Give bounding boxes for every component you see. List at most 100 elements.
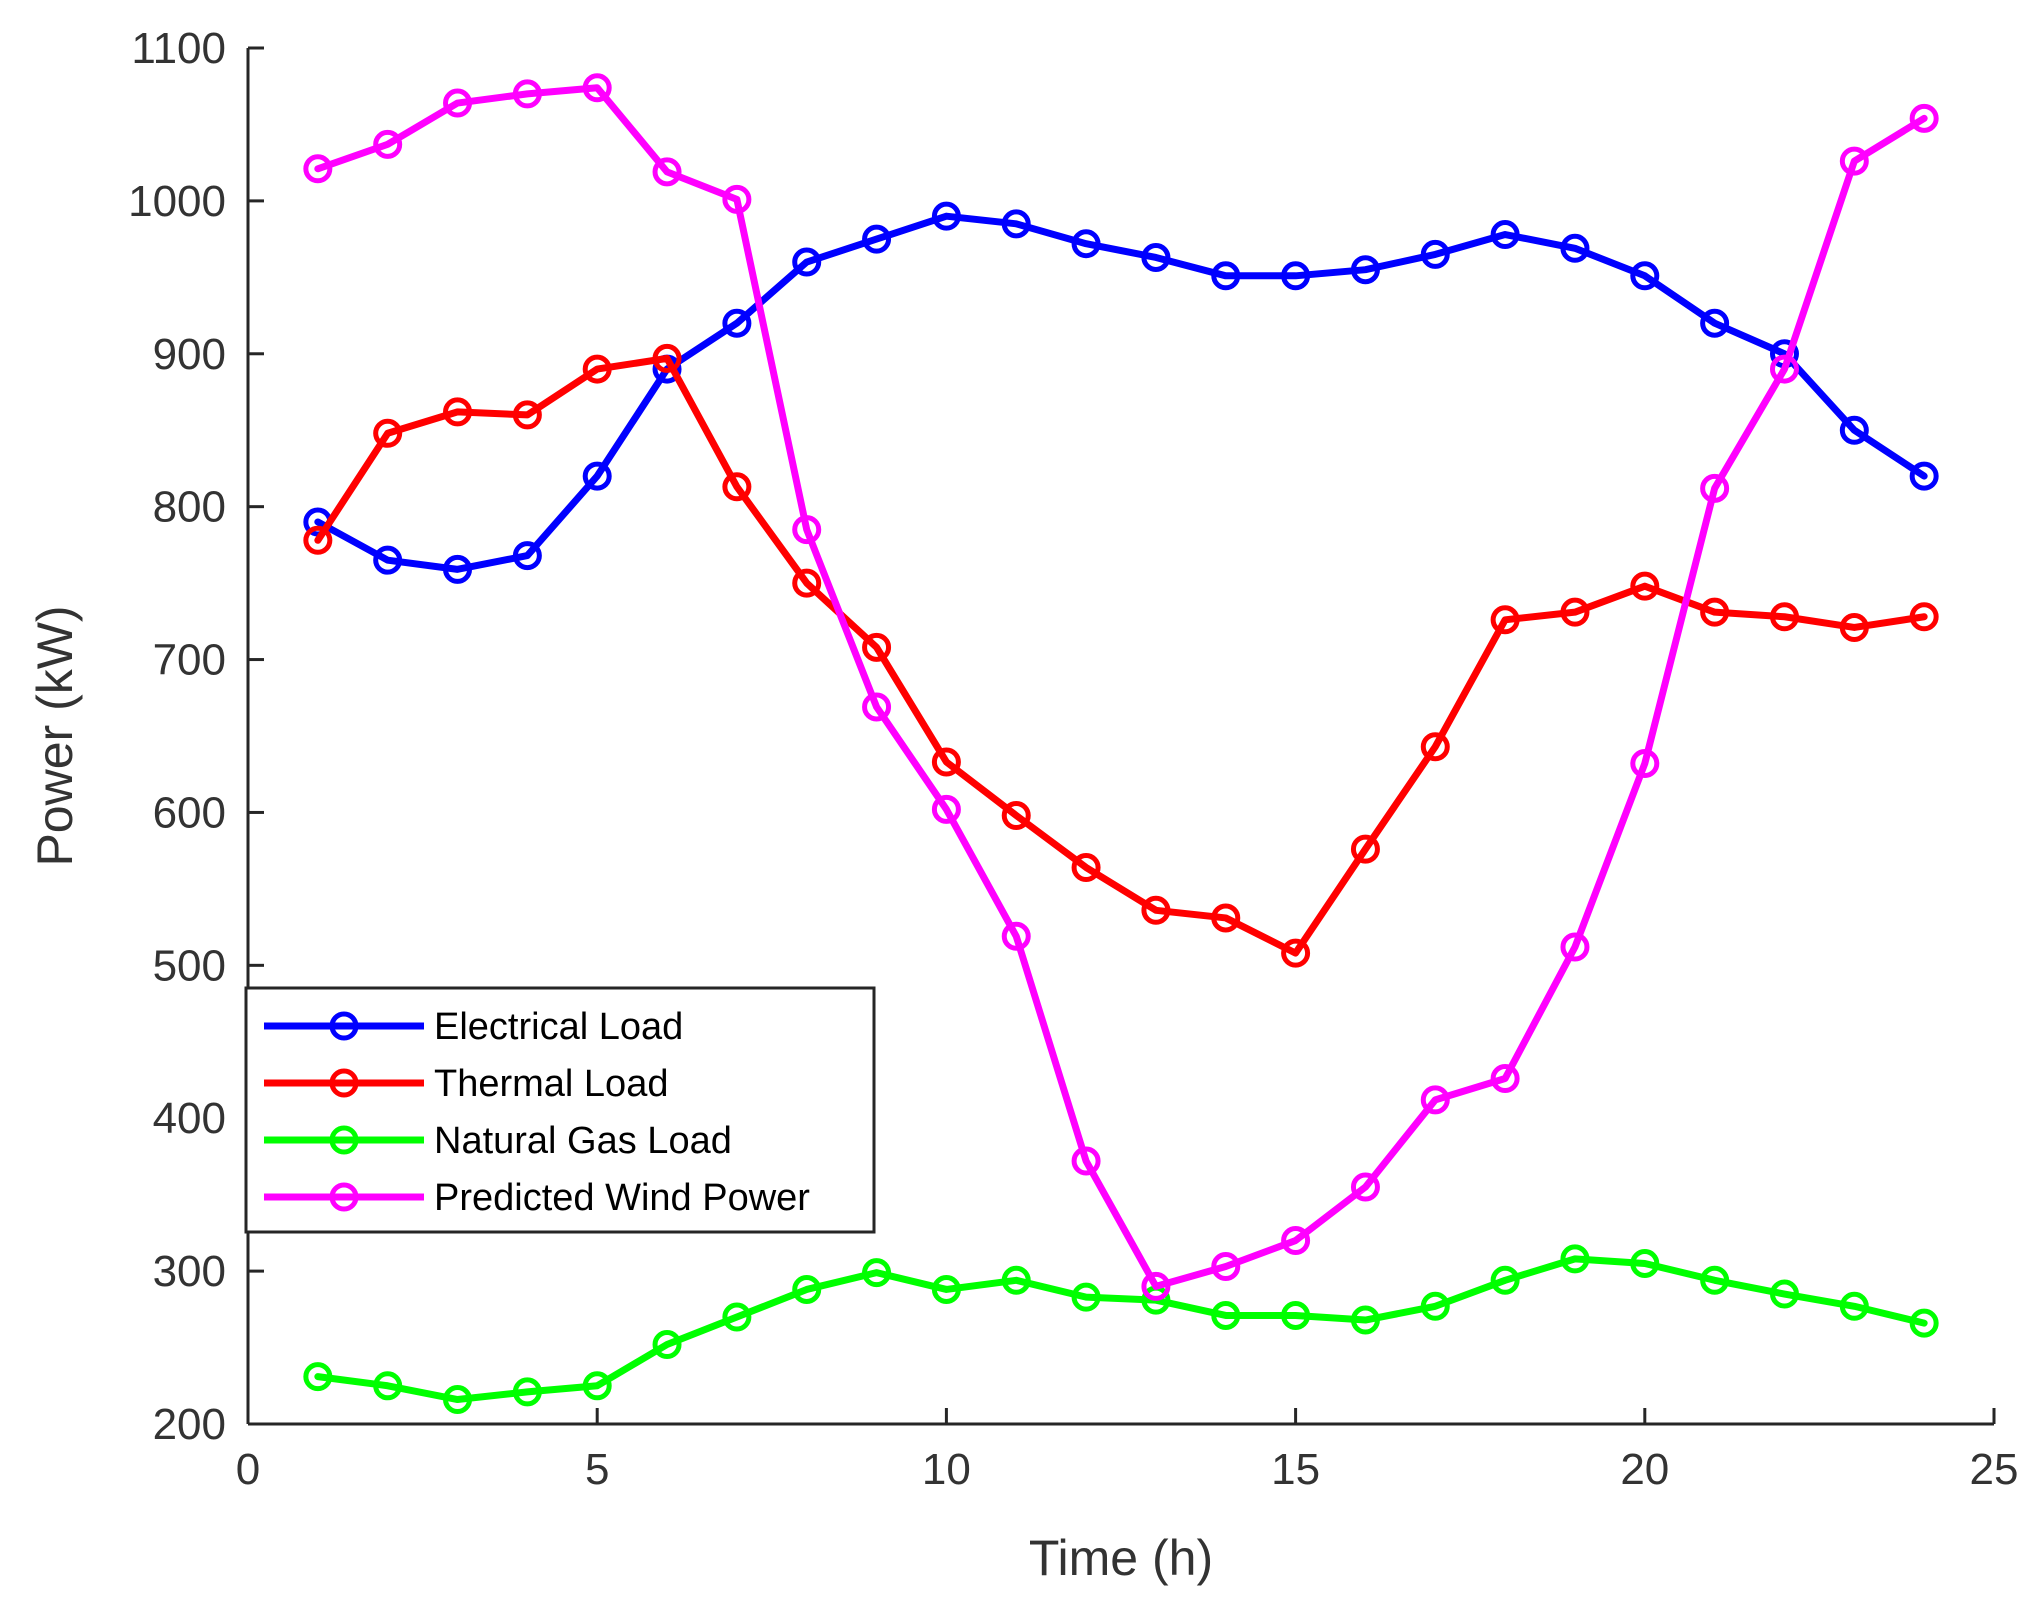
data-point-thermal-load — [792, 568, 822, 598]
data-point-predicted-wind-power — [373, 129, 403, 159]
data-point-electrical-load — [1839, 415, 1869, 445]
data-point-thermal-load — [443, 397, 473, 427]
data-point-natural-gas-load — [1350, 1305, 1380, 1335]
data-point-thermal-load — [652, 343, 682, 373]
data-point-predicted-wind-power — [512, 79, 542, 109]
data-point-electrical-load — [1071, 229, 1101, 259]
data-point-electrical-load — [1630, 261, 1660, 291]
data-point-thermal-load — [1490, 605, 1520, 635]
x-tick-label: 25 — [1970, 1445, 2019, 1494]
data-point-electrical-load — [1560, 233, 1590, 263]
data-point-electrical-load — [792, 247, 822, 277]
data-point-electrical-load — [862, 224, 892, 254]
data-point-electrical-load — [722, 308, 752, 338]
data-point-predicted-wind-power — [1560, 932, 1590, 962]
axes: 200 300 400 500 600 700 800 900 1000 1100 0 5 10 15 20… — [27, 24, 2018, 1586]
data-point-electrical-load — [1211, 261, 1241, 291]
data-point-predicted-wind-power — [862, 692, 892, 722]
data-point-thermal-load — [931, 747, 961, 777]
data-point-natural-gas-load — [1769, 1279, 1799, 1309]
data-point-natural-gas-load — [582, 1371, 612, 1401]
data-point-natural-gas-load — [512, 1377, 542, 1407]
data-point-predicted-wind-power — [1700, 473, 1730, 503]
series-line-natural-gas-load — [314, 1255, 1928, 1404]
y-tick-label: 800 — [153, 483, 226, 532]
y-tick-label: 600 — [153, 788, 226, 837]
x-tick-label: 15 — [1271, 1445, 1320, 1494]
series-lines — [303, 73, 1939, 1415]
data-point-predicted-wind-power — [443, 88, 473, 118]
legend-label-predicted-wind-power: Predicted Wind Power — [434, 1177, 810, 1219]
data-point-predicted-wind-power — [1490, 1063, 1520, 1093]
data-point-electrical-load — [1909, 461, 1939, 491]
data-point-thermal-load — [1141, 895, 1171, 925]
data-point-thermal-load — [862, 632, 892, 662]
data-point-natural-gas-load — [1839, 1291, 1869, 1321]
data-point-natural-gas-load — [1071, 1282, 1101, 1312]
y-tick-label: 200 — [153, 1400, 226, 1449]
data-point-natural-gas-load — [1490, 1265, 1520, 1295]
data-point-electrical-load — [582, 461, 612, 491]
data-point-predicted-wind-power — [1211, 1252, 1241, 1282]
x-tick-label: 0 — [236, 1445, 260, 1494]
data-point-predicted-wind-power — [1420, 1085, 1450, 1115]
data-point-natural-gas-load — [722, 1302, 752, 1332]
data-point-thermal-load — [373, 418, 403, 448]
y-tick-label: 1100 — [131, 24, 226, 73]
data-point-electrical-load — [443, 554, 473, 584]
data-point-electrical-load — [1700, 308, 1730, 338]
data-point-thermal-load — [1001, 801, 1031, 831]
data-point-thermal-load — [1839, 612, 1869, 642]
data-point-predicted-wind-power — [1141, 1271, 1171, 1301]
data-point-natural-gas-load — [1560, 1244, 1590, 1274]
data-point-natural-gas-load — [1700, 1265, 1730, 1295]
data-point-natural-gas-load — [931, 1274, 961, 1304]
y-axis-label: Power (kW) — [27, 605, 83, 866]
legend-swatch-marker-thermal-load — [329, 1068, 359, 1098]
data-point-thermal-load — [582, 354, 612, 384]
data-point-electrical-load — [1490, 220, 1520, 250]
legend-label-thermal-load: Thermal Load — [434, 1063, 668, 1105]
data-point-electrical-load — [1001, 209, 1031, 239]
data-point-predicted-wind-power — [1839, 146, 1869, 176]
data-point-predicted-wind-power — [1350, 1172, 1380, 1202]
legend-swatch-marker-electrical-load — [329, 1011, 359, 1041]
data-point-natural-gas-load — [1211, 1300, 1241, 1330]
legend: Electrical Load Thermal Load Natural Gas L… — [244, 986, 876, 1234]
y-tick-label: 700 — [153, 636, 226, 685]
data-point-predicted-wind-power — [1909, 103, 1939, 133]
data-point-electrical-load — [1281, 261, 1311, 291]
data-point-electrical-load — [1350, 255, 1380, 285]
data-point-thermal-load — [1700, 597, 1730, 627]
data-point-natural-gas-load — [303, 1362, 333, 1392]
data-point-predicted-wind-power — [1281, 1226, 1311, 1256]
data-point-thermal-load — [1281, 938, 1311, 968]
data-point-thermal-load — [1211, 903, 1241, 933]
y-tick-label: 1000 — [128, 177, 226, 226]
y-tick-label: 400 — [153, 1094, 226, 1143]
data-point-predicted-wind-power — [582, 73, 612, 103]
data-point-natural-gas-load — [862, 1258, 892, 1288]
data-point-natural-gas-load — [652, 1329, 682, 1359]
data-point-predicted-wind-power — [1630, 749, 1660, 779]
data-point-natural-gas-load — [1420, 1291, 1450, 1321]
data-point-natural-gas-load — [373, 1371, 403, 1401]
x-axis-label: Time (h) — [1029, 1530, 1213, 1586]
data-point-natural-gas-load — [1001, 1265, 1031, 1295]
data-point-electrical-load — [1141, 242, 1171, 272]
legend-swatch-marker-predicted-wind-power — [329, 1182, 359, 1212]
data-point-natural-gas-load — [792, 1274, 822, 1304]
data-point-predicted-wind-power — [1769, 354, 1799, 384]
data-point-natural-gas-load — [443, 1385, 473, 1415]
data-point-thermal-load — [303, 525, 333, 555]
data-point-natural-gas-load — [1281, 1300, 1311, 1330]
data-point-predicted-wind-power — [722, 184, 752, 214]
data-point-natural-gas-load — [1909, 1308, 1939, 1338]
data-point-electrical-load — [1420, 239, 1450, 269]
legend-label-electrical-load: Electrical Load — [434, 1006, 683, 1048]
data-point-thermal-load — [1350, 834, 1380, 864]
x-tick-label: 5 — [585, 1445, 609, 1494]
data-point-natural-gas-load — [1630, 1248, 1660, 1278]
